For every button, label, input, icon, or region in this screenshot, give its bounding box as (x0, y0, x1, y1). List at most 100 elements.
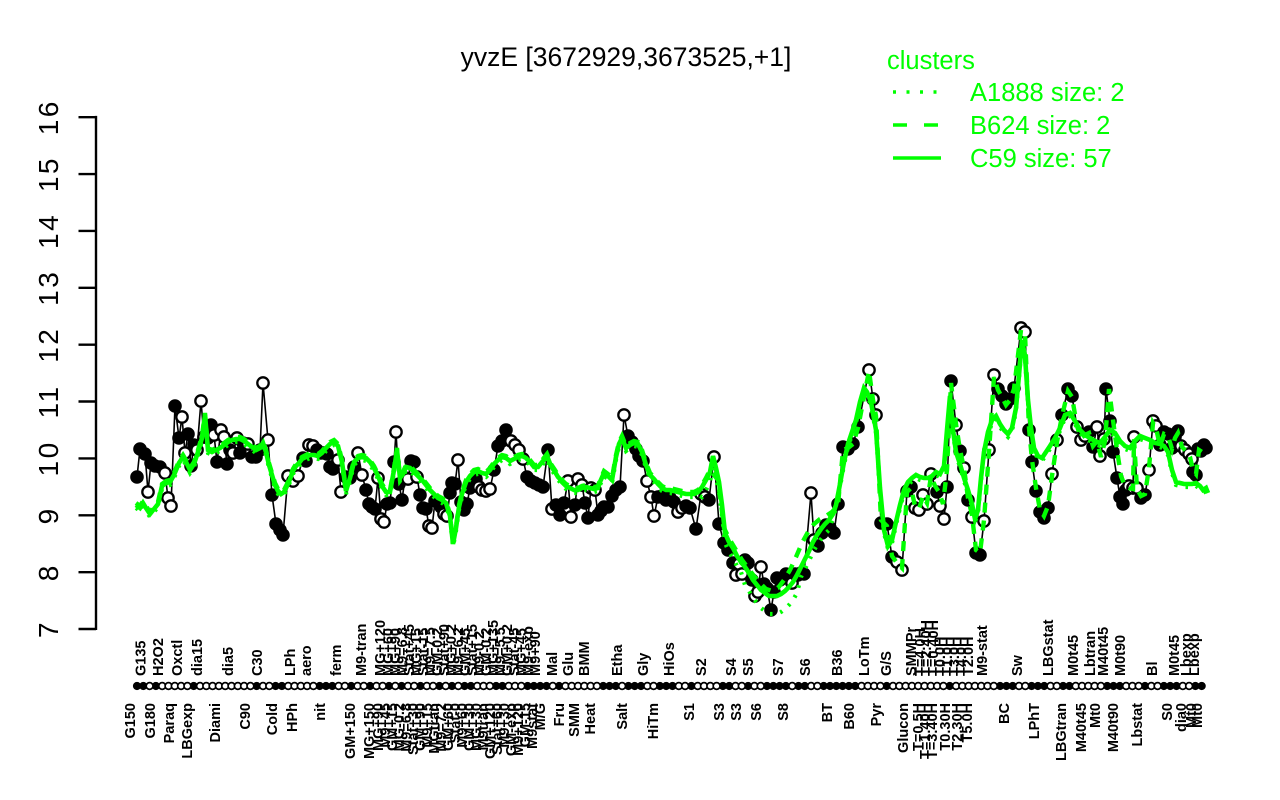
svg-text:M9+120: M9+120 (511, 703, 527, 756)
svg-text:11: 11 (33, 384, 64, 418)
svg-text:LPh: LPh (283, 649, 299, 676)
svg-text:MG+30: MG+30 (469, 703, 485, 751)
svg-text:7: 7 (33, 620, 64, 638)
svg-text:C59 size: 57: C59 size: 57 (970, 145, 1112, 173)
svg-text:MG-0.2: MG-0.2 (392, 703, 408, 751)
svg-text:MG+135: MG+135 (486, 620, 502, 676)
svg-text:M9-0.2: M9-0.2 (472, 631, 488, 676)
svg-text:T=2.40H: T=2.40H (919, 620, 935, 676)
svg-text:C30: C30 (250, 649, 266, 676)
svg-text:aero: aero (299, 645, 315, 676)
svg-text:M9stat: M9stat (525, 703, 541, 749)
svg-text:Heat: Heat (583, 703, 599, 735)
svg-text:M/G: M/G (533, 703, 549, 730)
svg-text:M9+45: M9+45 (378, 703, 394, 748)
svg-text:S3: S3 (729, 703, 745, 721)
svg-text:dia0: dia0 (1174, 703, 1190, 732)
svg-text:S2: S2 (694, 658, 710, 676)
svg-text:Mt0: Mt0 (1190, 703, 1206, 728)
svg-text:nit: nit (313, 703, 329, 721)
svg-text:Mt0: Mt0 (1088, 703, 1104, 728)
svg-text:T=1.40H: T=1.40H (918, 703, 934, 759)
svg-text:LPhT: LPhT (1027, 703, 1043, 739)
svg-text:Fru: Fru (552, 703, 568, 726)
svg-text:HiOs: HiOs (662, 642, 678, 676)
svg-text:Salt: Salt (615, 703, 631, 730)
svg-text:H2O2: H2O2 (151, 638, 167, 676)
svg-text:Mt0: Mt0 (1184, 703, 1200, 728)
svg-text:Bl: Bl (1145, 662, 1161, 677)
svg-text:M0t90: M0t90 (1113, 635, 1129, 676)
svg-text:ferm: ferm (329, 645, 345, 676)
svg-text:M0t45: M0t45 (1066, 635, 1082, 676)
svg-text:Stat+45: Stat+45 (402, 624, 418, 676)
svg-text:G135: G135 (134, 641, 150, 676)
svg-text:GM-0.2: GM-0.2 (479, 628, 495, 676)
svg-text:15: 15 (33, 156, 64, 192)
svg-text:GM+120: GM+120 (483, 703, 499, 759)
svg-text:LoTm: LoTm (857, 637, 873, 676)
svg-text:HPh: HPh (285, 703, 301, 732)
svg-text:dia5: dia5 (221, 647, 237, 676)
svg-text:T=4.0H: T=4.0H (913, 628, 929, 676)
svg-text:Diami: Diami (208, 703, 224, 743)
svg-text:MG+45: MG+45 (514, 628, 530, 676)
svg-text:C90: C90 (238, 703, 254, 730)
svg-text:S4: S4 (724, 658, 740, 676)
svg-text:clusters: clusters (887, 47, 975, 75)
svg-text:MG+15: MG+15 (409, 628, 425, 676)
svg-text:Mal: Mal (545, 652, 561, 676)
svg-text:M9=6.2: M9=6.2 (451, 627, 467, 676)
svg-text:MGtran: MGtran (427, 703, 443, 754)
svg-text:Stat+60: Stat+60 (490, 703, 506, 755)
svg-text:8: 8 (33, 563, 64, 581)
svg-text:T=0.5H: T=0.5H (911, 703, 927, 751)
svg-text:M9+30: M9+30 (497, 703, 513, 748)
svg-text:M9=7.5: M9=7.5 (423, 627, 439, 676)
svg-text:M40t45: M40t45 (1096, 627, 1112, 676)
svg-text:9: 9 (33, 506, 64, 524)
svg-text:M9=6.8: M9=6.8 (395, 627, 411, 676)
svg-text:GM-0.2: GM-0.2 (430, 628, 446, 676)
svg-text:T1.0H: T1.0H (940, 637, 956, 677)
svg-text:14: 14 (33, 213, 64, 249)
svg-text:BMM: BMM (577, 641, 593, 676)
svg-text:T5.0H: T5.0H (960, 703, 976, 743)
svg-text:LBGexp: LBGexp (180, 703, 196, 759)
svg-text:A1888 size: 2: A1888 size: 2 (970, 79, 1125, 107)
svg-text:Stat+15: Stat+15 (465, 624, 481, 676)
svg-text:Gly: Gly (636, 653, 652, 676)
svg-text:Stat-15: Stat-15 (416, 628, 432, 676)
svg-text:T2.30H: T2.30H (950, 703, 966, 751)
svg-text:Stat+90: Stat+90 (437, 624, 453, 676)
svg-text:M9=7.2: M9=7.2 (434, 703, 450, 752)
svg-text:MG+0.2: MG+0.2 (444, 624, 460, 676)
svg-text:T2.0H: T2.0H (961, 637, 977, 677)
svg-text:SMM: SMM (567, 703, 583, 737)
svg-text:BC: BC (997, 702, 1013, 723)
svg-text:Lbtran: Lbtran (1083, 631, 1099, 676)
svg-text:GM+15: GM+15 (385, 703, 401, 751)
svg-text:HiTm: HiTm (646, 703, 662, 739)
svg-text:B60: B60 (842, 703, 858, 730)
svg-text:GM-exp: GM-exp (504, 703, 520, 756)
svg-text:Paraq: Paraq (162, 703, 178, 743)
svg-text:dia15: dia15 (190, 639, 206, 676)
svg-text:T=3.40H: T=3.40H (925, 703, 941, 759)
svg-text:Lbexp: Lbexp (1187, 633, 1203, 676)
svg-text:M0t45: M0t45 (1167, 635, 1183, 676)
svg-text:M9=5.5: M9=5.5 (493, 627, 509, 676)
svg-text:Lbexp: Lbexp (1179, 633, 1195, 676)
svg-text:12: 12 (33, 327, 64, 363)
svg-text:T0.0H: T0.0H (933, 637, 949, 677)
svg-text:Cold: Cold (265, 703, 281, 735)
svg-text:Glucon: Glucon (896, 703, 912, 753)
svg-text:LBGstat: LBGstat (1041, 619, 1057, 676)
svg-text:M9-stat: M9-stat (975, 625, 991, 676)
svg-text:T=0.40H: T=0.40H (926, 620, 942, 676)
svg-text:GM+30: GM+30 (462, 703, 478, 751)
svg-text:MG+90: MG+90 (371, 703, 387, 751)
svg-text:GM+150: GM+150 (343, 703, 359, 759)
svg-text:M9-exp: M9-exp (521, 626, 537, 676)
svg-text:Sw: Sw (1010, 654, 1026, 676)
